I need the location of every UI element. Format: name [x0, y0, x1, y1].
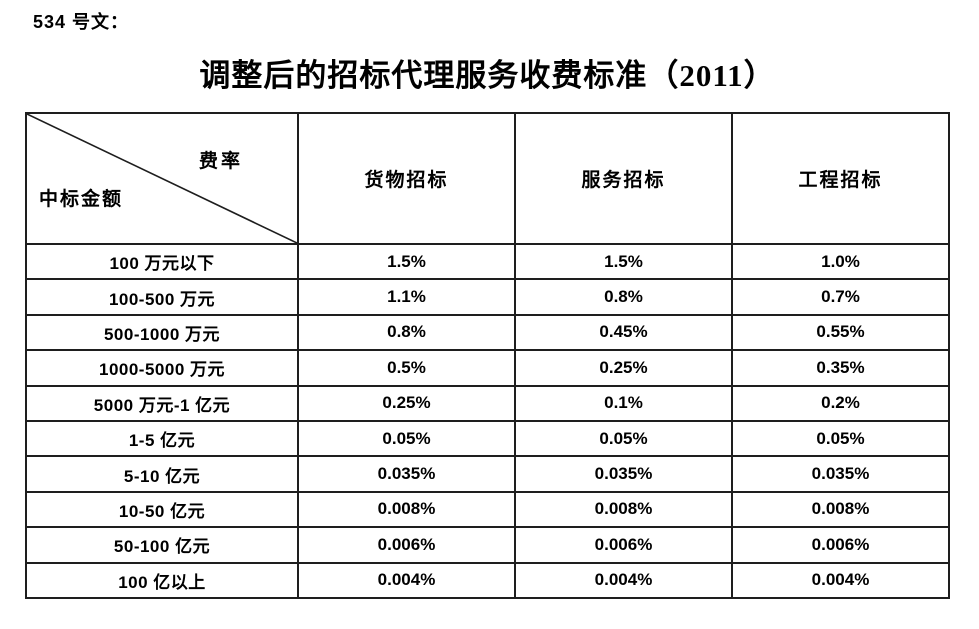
rate-cell: 0.008%	[514, 490, 733, 529]
rate-cell: 0.006%	[731, 526, 950, 564]
rate-cell: 0.35%	[731, 349, 950, 387]
rate-cell: 0.035%	[731, 455, 950, 493]
amount-range-cell: 100 亿以上	[25, 561, 299, 599]
corner-header-cell: 费率 中标金额	[25, 112, 299, 245]
corner-label-bid-amount: 中标金额	[39, 189, 124, 210]
column-header-goods: 货物招标	[297, 112, 516, 245]
amount-range-cell: 5000 万元-1 亿元	[25, 384, 299, 422]
doc-number-label: 534 号文：	[33, 12, 130, 32]
amount-range-cell: 500-1000 万元	[25, 313, 299, 352]
rate-cell: 0.006%	[514, 526, 733, 564]
rate-cell: 0.55%	[731, 313, 950, 352]
title-container: 调整后的招标代理服务收费标准（2011）	[25, 50, 950, 95]
table-row: 1000-5000 万元 0.5% 0.25% 0.35%	[25, 349, 950, 387]
amount-range-cell: 1000-5000 万元	[25, 349, 299, 387]
table-row: 5-10 亿元 0.035% 0.035% 0.035%	[25, 455, 950, 493]
corner-label-fee-rate: 费率	[199, 151, 244, 172]
amount-range-cell: 5-10 亿元	[25, 455, 299, 493]
table-header-row: 费率 中标金额 货物招标 服务招标 工程招标	[25, 112, 950, 245]
rate-cell: 0.008%	[297, 490, 516, 529]
rate-cell: 0.1%	[514, 384, 733, 422]
rate-cell: 0.25%	[297, 384, 516, 422]
rate-cell: 0.035%	[297, 455, 516, 493]
rate-cell: 0.004%	[297, 561, 516, 599]
rate-cell: 1.1%	[297, 278, 516, 316]
rate-cell: 0.2%	[731, 384, 950, 422]
rate-cell: 0.8%	[297, 313, 516, 352]
amount-range-cell: 1-5 亿元	[25, 419, 299, 458]
page-title: 调整后的招标代理服务收费标准（2011）	[199, 58, 776, 93]
amount-range-cell: 100-500 万元	[25, 278, 299, 316]
rate-cell: 0.008%	[731, 490, 950, 529]
table-row: 5000 万元-1 亿元 0.25% 0.1% 0.2%	[25, 384, 950, 422]
rate-cell: 0.45%	[514, 313, 733, 352]
column-header-services: 服务招标	[514, 112, 733, 245]
rate-cell: 0.004%	[731, 561, 950, 599]
rate-cell: 0.25%	[514, 349, 733, 387]
rate-cell: 0.7%	[731, 278, 950, 316]
rate-cell: 0.05%	[731, 419, 950, 458]
rate-cell: 1.5%	[297, 242, 516, 281]
rate-cell: 0.8%	[514, 278, 733, 316]
rate-cell: 0.035%	[514, 455, 733, 493]
rate-cell: 0.004%	[514, 561, 733, 599]
rate-cell: 0.05%	[297, 419, 516, 458]
amount-range-cell: 50-100 亿元	[25, 526, 299, 564]
diagonal-divider-line	[27, 114, 297, 243]
rate-cell: 0.5%	[297, 349, 516, 387]
table-row: 1-5 亿元 0.05% 0.05% 0.05%	[25, 419, 950, 458]
table-row: 100 亿以上 0.004% 0.004% 0.004%	[25, 561, 950, 599]
rate-cell: 0.05%	[514, 419, 733, 458]
fee-rate-table: 费率 中标金额 货物招标 服务招标 工程招标 100 万元以下 1.5% 1.5…	[25, 112, 950, 599]
rate-cell: 1.5%	[514, 242, 733, 281]
table-row: 100 万元以下 1.5% 1.5% 1.0%	[25, 242, 950, 281]
table-row: 10-50 亿元 0.008% 0.008% 0.008%	[25, 490, 950, 529]
amount-range-cell: 10-50 亿元	[25, 490, 299, 529]
table-row: 500-1000 万元 0.8% 0.45% 0.55%	[25, 313, 950, 352]
column-header-engineering: 工程招标	[731, 112, 950, 245]
rate-cell: 0.006%	[297, 526, 516, 564]
amount-range-cell: 100 万元以下	[25, 242, 299, 281]
rate-cell: 1.0%	[731, 242, 950, 281]
table-row: 50-100 亿元 0.006% 0.006% 0.006%	[25, 526, 950, 564]
table-row: 100-500 万元 1.1% 0.8% 0.7%	[25, 278, 950, 316]
